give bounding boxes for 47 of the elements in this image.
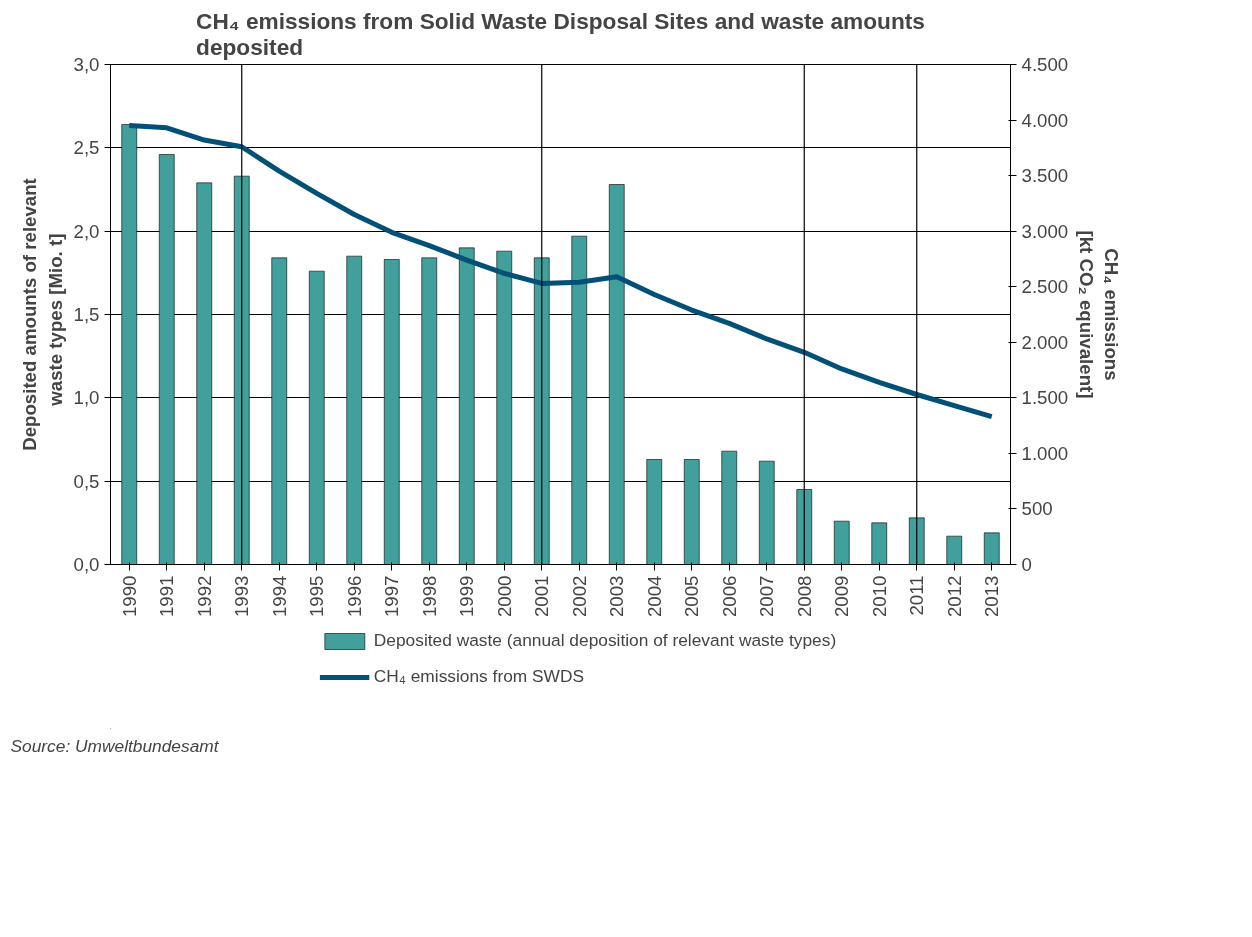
x-tick-label: 2004 bbox=[643, 575, 665, 617]
x-tick-label: 2011 bbox=[906, 575, 928, 616]
y-tick-label: 0,5 bbox=[73, 470, 100, 492]
x-tick-label: 2000 bbox=[493, 575, 515, 617]
y2-tick-label: 3.500 bbox=[1021, 165, 1069, 187]
legend-label: CH₄ emissions from SWDS bbox=[373, 666, 585, 687]
y2-tick-label: 1.500 bbox=[1021, 387, 1069, 409]
x-tick-label: 1999 bbox=[456, 575, 478, 617]
y2-tick-label: 4.000 bbox=[1021, 109, 1069, 131]
source-note: Source: Umweltbundesamt bbox=[10, 735, 220, 756]
x-tick-label: 1998 bbox=[418, 575, 440, 617]
legend-label: Deposited waste (annual deposition of relevant waste types) bbox=[373, 630, 837, 651]
x-tick-label: 2010 bbox=[868, 575, 890, 617]
x-tick-label: 1996 bbox=[343, 575, 365, 617]
y2-tick-label: 2.500 bbox=[1021, 276, 1069, 298]
y2-tick-label: 0 bbox=[1021, 554, 1032, 575]
x-tick-label: 2001 bbox=[531, 575, 553, 617]
y2-tick-label: 1.000 bbox=[1021, 442, 1069, 464]
x-tick-label: 1993 bbox=[231, 575, 253, 617]
x-tick-label: 1997 bbox=[381, 575, 403, 617]
x-tick-label: 1992 bbox=[193, 575, 215, 617]
y2-tick-label: 3.000 bbox=[1021, 220, 1069, 242]
y-tick-label: 2,5 bbox=[73, 137, 100, 159]
x-tick-label: 1994 bbox=[268, 575, 290, 617]
x-tick-label: 2005 bbox=[681, 575, 703, 617]
x-tick-label: 2008 bbox=[793, 575, 815, 617]
x-tick-label: 2007 bbox=[756, 575, 778, 617]
y-tick-label: 3,0 bbox=[73, 54, 100, 75]
x-tick-label: 2003 bbox=[606, 575, 628, 617]
x-tick-label: 2012 bbox=[943, 575, 965, 617]
y2-tick-label: 2.000 bbox=[1021, 331, 1069, 353]
y-tick-label: 1,0 bbox=[73, 387, 100, 409]
y-axis-title: Deposited amounts of relevant waste types [Mio. t] bbox=[19, 178, 66, 451]
x-tick-label: 2009 bbox=[831, 575, 853, 617]
x-tick-label: 2013 bbox=[981, 575, 1003, 617]
x-tick-label: 1991 bbox=[156, 575, 178, 617]
y-tick-label: 2,0 bbox=[73, 220, 100, 242]
x-tick-label: 2002 bbox=[568, 575, 590, 617]
y-tick-label: 1,5 bbox=[73, 304, 100, 325]
y-tick-label: 0,0 bbox=[73, 554, 100, 575]
y2-axis-title: CH₄ emissions [kt CO₂ equivalent] bbox=[1076, 230, 1123, 399]
x-tick-label: 1995 bbox=[306, 575, 328, 617]
x-tick-label: 1990 bbox=[118, 575, 140, 617]
x-tick-label: 2006 bbox=[718, 575, 740, 617]
chart-title: CH₄ emissions from Solid Waste Disposal Sites and waste amounts deposited bbox=[196, 7, 925, 60]
y2-tick-label: 500 bbox=[1021, 498, 1053, 520]
y2-tick-label: 4.500 bbox=[1021, 54, 1069, 75]
